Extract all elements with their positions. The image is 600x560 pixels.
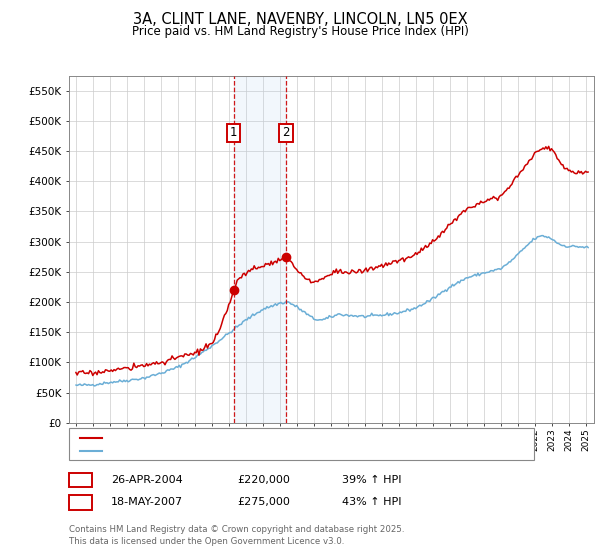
Text: 43% ↑ HPI: 43% ↑ HPI <box>342 497 401 507</box>
Text: 2: 2 <box>283 127 290 139</box>
Text: 39% ↑ HPI: 39% ↑ HPI <box>342 475 401 485</box>
Text: 2: 2 <box>77 496 84 509</box>
Bar <box>233 76 286 423</box>
Text: 26-APR-2004: 26-APR-2004 <box>111 475 183 485</box>
Text: £275,000: £275,000 <box>237 497 290 507</box>
Text: 3A, CLINT LANE, NAVENBY, LINCOLN, LN5 0EX (detached house): 3A, CLINT LANE, NAVENBY, LINCOLN, LN5 0E… <box>105 432 425 442</box>
Text: HPI: Average price, detached house, North Kesteven: HPI: Average price, detached house, Nort… <box>105 446 366 456</box>
Text: £220,000: £220,000 <box>237 475 290 485</box>
Text: Contains HM Land Registry data © Crown copyright and database right 2025.
This d: Contains HM Land Registry data © Crown c… <box>69 525 404 546</box>
Text: 18-MAY-2007: 18-MAY-2007 <box>111 497 183 507</box>
Text: 3A, CLINT LANE, NAVENBY, LINCOLN, LN5 0EX: 3A, CLINT LANE, NAVENBY, LINCOLN, LN5 0E… <box>133 12 467 27</box>
Text: 1: 1 <box>77 473 84 487</box>
Text: 1: 1 <box>230 127 238 139</box>
Text: Price paid vs. HM Land Registry's House Price Index (HPI): Price paid vs. HM Land Registry's House … <box>131 25 469 38</box>
